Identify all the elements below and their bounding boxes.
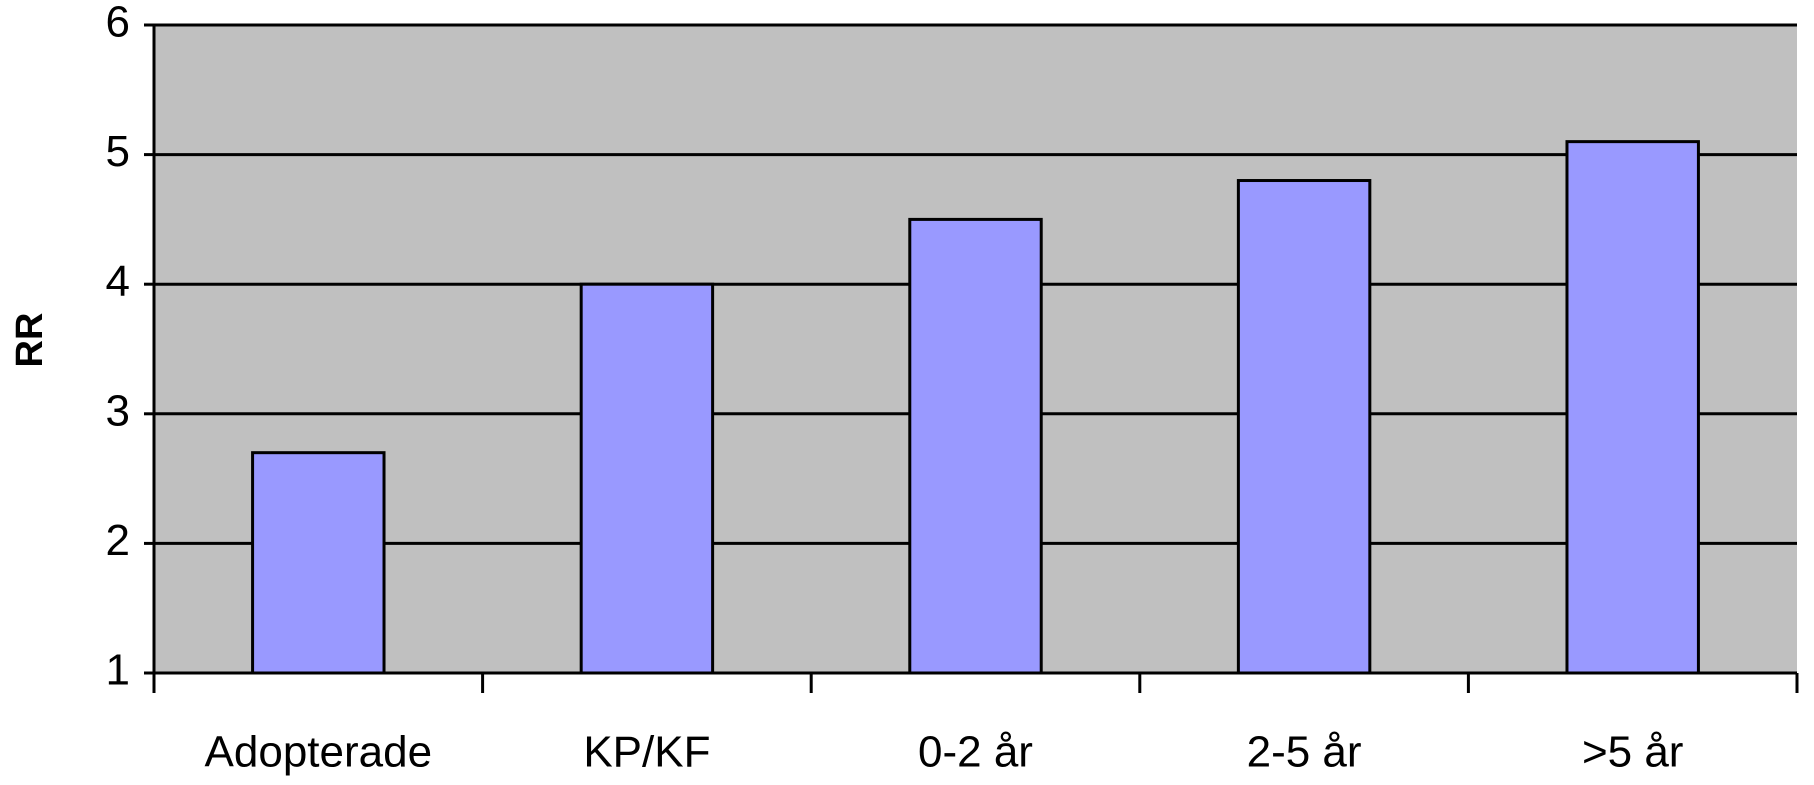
x-tick-label: KP/KF xyxy=(583,728,710,777)
y-tick-label: 2 xyxy=(106,516,130,565)
bar xyxy=(251,451,386,675)
x-tick-label: 2-5 år xyxy=(1247,728,1362,777)
x-tick-label: Adopterade xyxy=(205,728,433,777)
y-tick-label: 1 xyxy=(106,646,130,695)
x-tick-label: 0-2 år xyxy=(918,728,1033,777)
y-axis-label: RR xyxy=(9,313,51,368)
bar xyxy=(908,217,1043,675)
x-tick-label: >5 år xyxy=(1582,728,1684,777)
bar xyxy=(1236,179,1372,675)
y-tick-label: 4 xyxy=(106,257,130,306)
y-tick-label: 3 xyxy=(106,386,130,435)
y-tick-label: 6 xyxy=(106,0,130,47)
y-tick-label: 5 xyxy=(106,127,130,176)
bar xyxy=(579,282,715,675)
bar xyxy=(1565,140,1700,675)
